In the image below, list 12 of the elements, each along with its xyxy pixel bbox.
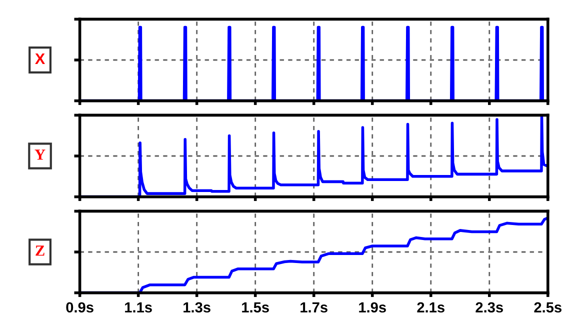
x-tick-label: 2.3s (476, 302, 503, 313)
x-tick-label: 1.1s (125, 302, 152, 313)
x-tick-label: 2.1s (417, 302, 444, 313)
x-tick-label: 1.5s (242, 302, 269, 313)
x-tick-label: 1.7s (300, 302, 328, 313)
y-axis-title: Y (34, 150, 46, 160)
y-axis-title: Z (36, 246, 44, 256)
x-tick-label: 0.9s (66, 302, 94, 313)
x-tick-label: 2.5s (534, 302, 562, 313)
y-axis-title: X (35, 53, 45, 64)
x-tick-label: 1.9s (359, 302, 386, 313)
x-tick-label: 1.3s (184, 302, 210, 313)
